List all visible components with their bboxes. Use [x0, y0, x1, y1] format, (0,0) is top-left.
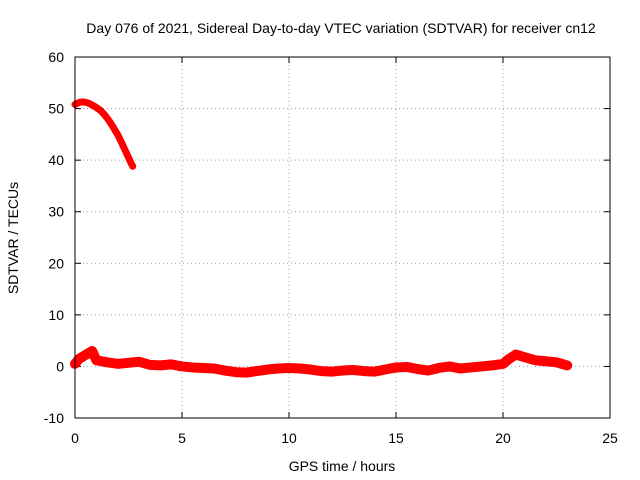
series-1-point	[85, 100, 90, 105]
series-2-point	[522, 355, 527, 360]
series-2-point	[490, 363, 495, 368]
ticks: 0 5 10 15 20 25 -10 0 10 20 30 40 50 60	[44, 49, 618, 446]
y-tick-label: 50	[48, 101, 64, 117]
series-2-point	[222, 368, 227, 373]
series-2-point	[351, 368, 356, 373]
series-2-point	[77, 356, 82, 361]
series-1-point	[128, 160, 133, 165]
series-2-point	[468, 365, 473, 370]
series-2-point	[308, 367, 313, 372]
y-tick-label: -10	[44, 410, 64, 426]
series-1-point	[81, 99, 86, 104]
series-2-point	[565, 363, 570, 368]
series-2-point	[276, 366, 281, 371]
plot-frame	[74, 56, 611, 419]
y-tick-label: 10	[48, 307, 64, 323]
series-2-point	[340, 368, 345, 373]
series-2-point	[180, 364, 184, 369]
series-2-point	[297, 366, 302, 371]
x-tick-label: 25	[602, 430, 618, 446]
series-2-point	[287, 365, 291, 370]
series-2-point	[94, 358, 99, 363]
series-1-point	[102, 113, 107, 118]
y-axis-label: SDTVAR / TECUs	[5, 182, 21, 294]
y-tick-label: 0	[56, 358, 64, 374]
series-1-point	[94, 105, 99, 110]
series-2-point	[244, 370, 249, 375]
y-tick-label: 40	[48, 152, 64, 168]
series-2-point	[233, 370, 238, 375]
series-1-point	[120, 141, 125, 146]
series-2-point	[533, 358, 538, 363]
series-2-point	[85, 351, 90, 356]
series-2-point	[115, 361, 120, 366]
series-2-point	[90, 348, 95, 353]
series-1-point	[130, 164, 135, 169]
series-1-point	[115, 132, 120, 137]
series-1-point	[90, 102, 95, 107]
series-2-point	[394, 365, 398, 370]
series-2-point	[201, 365, 206, 370]
series-2-point	[212, 366, 217, 371]
x-tick-label: 0	[71, 430, 79, 446]
x-tick-label: 5	[178, 430, 186, 446]
series-2-point	[383, 367, 388, 372]
series-2-point	[554, 360, 559, 365]
series-1-point	[107, 118, 112, 123]
series-2-point	[361, 369, 366, 374]
series-2-point	[479, 364, 484, 369]
x-axis-label: GPS time / hours	[289, 458, 396, 474]
y-tick-label: 60	[48, 49, 64, 65]
series-1-point	[77, 100, 82, 105]
series-2-point	[447, 364, 452, 369]
series-2-point	[158, 363, 163, 368]
series-2-point	[265, 367, 270, 372]
series-2-point	[126, 360, 131, 365]
series-2-point	[507, 356, 512, 361]
series-1-point	[98, 108, 103, 113]
x-tick-label: 15	[388, 430, 404, 446]
series-2-point	[319, 369, 324, 374]
series-1-point	[124, 150, 129, 155]
x-tick-label: 10	[281, 430, 297, 446]
series-2-point	[501, 361, 505, 366]
series-2-point	[436, 365, 441, 370]
series-2-point	[513, 352, 518, 357]
series-2-point	[169, 362, 174, 367]
series-2-point	[190, 365, 195, 370]
series-2-point	[105, 360, 110, 365]
series-2-point	[543, 359, 548, 364]
series-1-point	[111, 125, 116, 130]
series-2-point	[329, 369, 334, 374]
y-tick-label: 30	[48, 204, 64, 220]
series-2-point	[458, 366, 463, 371]
x-tick-label: 20	[495, 430, 511, 446]
series-2-point	[415, 367, 420, 372]
series-2-point	[426, 368, 431, 373]
series-2-point	[372, 369, 377, 374]
series-1-line	[71, 98, 137, 170]
series-2-point	[81, 354, 86, 359]
series-2-point	[404, 364, 409, 369]
series-2-point	[137, 359, 142, 364]
data-series	[70, 98, 573, 378]
chart-title: Day 076 of 2021, Sidereal Day-to-day VTE…	[86, 20, 596, 36]
y-tick-label: 20	[48, 255, 64, 271]
series-2-point	[147, 362, 152, 367]
series-2-point	[254, 369, 259, 374]
